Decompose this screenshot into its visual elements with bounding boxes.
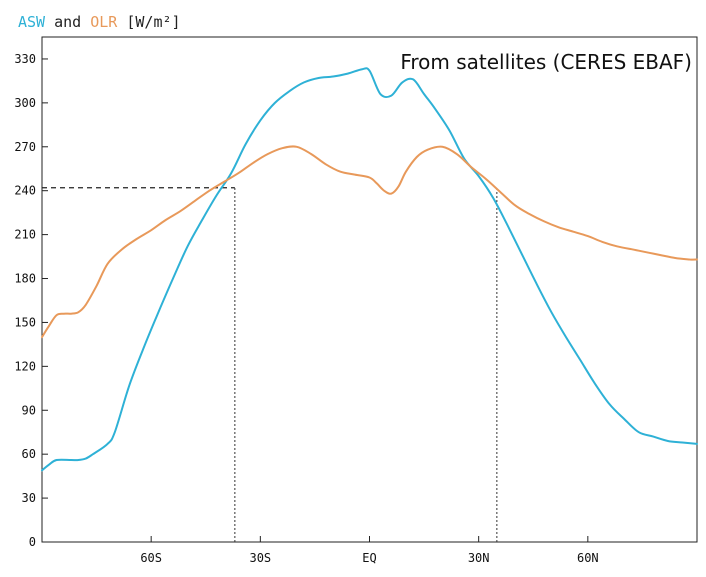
chart-annotation: From satellites (CERES EBAF) (400, 50, 692, 74)
title-part: [W/m²] (117, 13, 180, 31)
x-tick-label: 60S (140, 551, 162, 565)
title-part: OLR (90, 13, 118, 31)
y-tick-label: 180 (14, 272, 36, 286)
axes: 0 30 60 90 120 150 180 210 240 270 300 330 60S 30S EQ 3… (14, 52, 598, 565)
y-tick-label: 300 (14, 96, 36, 110)
title-part: ASW (18, 13, 46, 31)
x-tick-label: 30N (468, 551, 490, 565)
y-tick-label: 210 (14, 228, 36, 242)
x-tick-label: EQ (362, 551, 376, 565)
series-line-olr (41, 145, 698, 339)
x-tick-label: 60N (577, 551, 599, 565)
title-part: and (45, 13, 90, 31)
y-tick-label: 240 (14, 184, 36, 198)
y-tick-label: 120 (14, 359, 36, 373)
reference-lines (42, 187, 498, 542)
plot-area (41, 36, 698, 543)
y-tick-label: 60 (22, 447, 36, 461)
chart-title: ASW and OLR [W/m²] (18, 13, 181, 31)
y-tick-label: 90 (22, 403, 36, 417)
y-tick-label: 330 (14, 52, 36, 66)
series-lines (41, 67, 698, 472)
y-tick-label: 270 (14, 140, 36, 154)
series-line-asw (41, 67, 698, 472)
y-tick-label: 30 (22, 491, 36, 505)
y-tick-label: 0 (29, 535, 36, 549)
y-tick-label: 150 (14, 315, 36, 329)
x-tick-label: 30S (249, 551, 271, 565)
